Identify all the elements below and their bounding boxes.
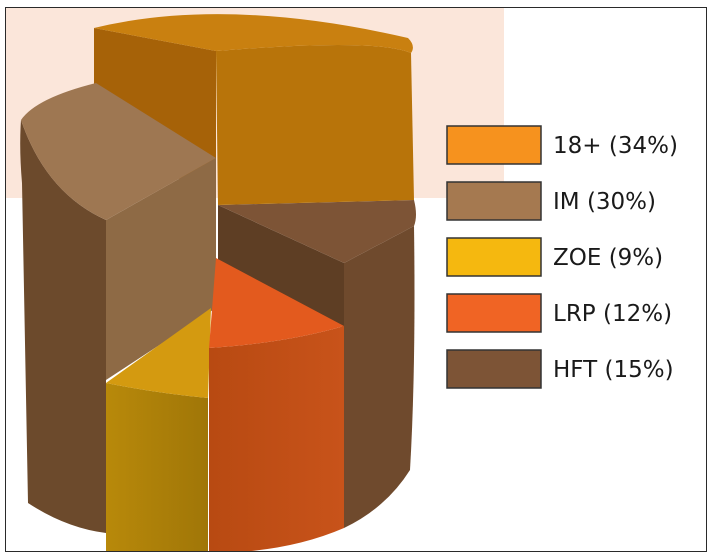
- legend-label: IM (30%): [553, 189, 656, 215]
- legend-swatch: [446, 181, 542, 221]
- slice-lrp: [209, 258, 344, 551]
- slice-zoe-top: [106, 308, 211, 398]
- slice-lrp-top: [209, 258, 344, 348]
- slice-18plus: [94, 14, 414, 205]
- legend-label: LRP (12%): [553, 301, 672, 327]
- slice-im: [20, 83, 216, 533]
- slice-zoe: [106, 308, 211, 551]
- slice-zoe-side: [106, 383, 208, 551]
- slice-lrp-side: [209, 326, 344, 551]
- legend-swatch: [446, 293, 542, 333]
- legend-item-im: IM (30%): [446, 181, 656, 221]
- legend-item-hft: HFT (15%): [446, 349, 674, 389]
- legend-item-lrp: LRP (12%): [446, 293, 672, 333]
- legend-swatch: [446, 349, 542, 389]
- slice-hft: [218, 200, 416, 528]
- pie-chart: 18+ (34%) IM (30%) ZOE (9%) LRP (12%) HFT (1…: [6, 8, 678, 551]
- chart-frame: 18+ (34%) IM (30%) ZOE (9%) LRP (12%) HFT (1…: [5, 7, 707, 552]
- legend: 18+ (34%) IM (30%) ZOE (9%) LRP (12%) HFT (1…: [446, 125, 678, 389]
- legend-swatch: [446, 125, 542, 165]
- legend-label: 18+ (34%): [553, 133, 678, 159]
- slice-hft-top: [218, 200, 416, 263]
- slice-18plus-top: [94, 14, 413, 53]
- legend-item-zoe: ZOE (9%): [446, 237, 663, 277]
- slice-im-top: [21, 83, 216, 220]
- slice-hft-inner-face: [218, 205, 344, 328]
- slice-hft-side: [344, 226, 415, 528]
- slice-18plus-side: [216, 44, 414, 205]
- legend-item-18: 18+ (34%): [446, 125, 678, 165]
- legend-swatch: [446, 237, 542, 277]
- legend-label: HFT (15%): [553, 357, 674, 383]
- legend-label: ZOE (9%): [553, 245, 663, 271]
- slice-im-outer-side: [20, 120, 107, 533]
